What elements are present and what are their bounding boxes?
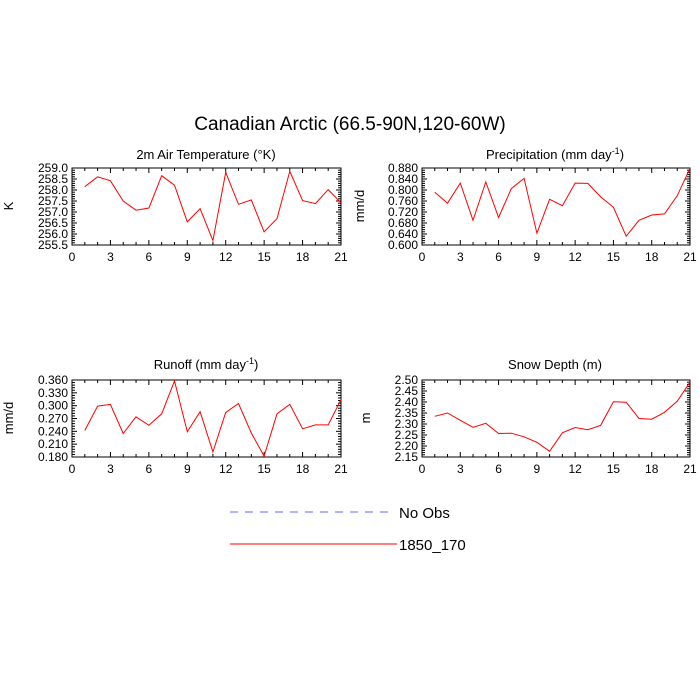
panel-title-unit-close: ) <box>254 357 258 372</box>
plot-frame <box>421 167 691 246</box>
x-tick-label: 9 <box>534 462 541 476</box>
y-axis-label: mm/d <box>352 190 367 223</box>
y-tick-label: 2.20 <box>395 439 419 453</box>
x-tick-label: 15 <box>607 250 621 264</box>
panel-air-temperature: 2m Air Temperature (°K) K 0 3 6 9 12 15 18 21 25… <box>1 147 348 264</box>
panel-title-unit-sup: -1 <box>612 146 620 156</box>
x-tick-label: 18 <box>296 250 310 264</box>
x-tick-label: 0 <box>419 250 426 264</box>
y-tick-label: 0.270 <box>38 412 68 426</box>
x-tick-label: 3 <box>107 250 114 264</box>
y-tick-label: 257.5 <box>38 194 68 208</box>
panel-precipitation: Precipitation (mm day-1) mm/d 0 3 6 9 12 15 18… <box>352 146 697 264</box>
x-tick-label: 3 <box>457 250 464 264</box>
x-tick-label: 3 <box>107 462 114 476</box>
panel-runoff: Runoff (mm day-1) mm/d 0 3 6 9 12 15 18 21 0.180… <box>1 356 348 476</box>
y-tick-label: 0.840 <box>388 172 418 186</box>
series-line-1850_170 <box>84 169 342 243</box>
series-line-1850_170 <box>434 168 691 238</box>
panel-title-unit-close: ) <box>620 147 624 162</box>
panel-title: Snow Depth (m) <box>508 357 602 372</box>
y-tick-label: 2.50 <box>395 373 419 387</box>
x-tick-label: 6 <box>146 250 153 264</box>
series-line-1850_170 <box>84 379 342 458</box>
x-tick-label: 15 <box>607 462 621 476</box>
panel-snow-depth: Snow Depth (m) m 0 3 6 9 12 15 18 21 2.152.202.2… <box>358 357 697 476</box>
panel-title-name: Runoff <box>154 357 192 372</box>
y-tick-label: 0.760 <box>388 194 418 208</box>
legend: No Obs 1850_170 <box>230 505 466 554</box>
series-line-1850_170 <box>434 381 691 453</box>
panel-title-name: Precipitation <box>486 147 558 162</box>
x-tick-label: 12 <box>219 250 233 264</box>
panel-title-name: 2m Air Temperature <box>136 147 249 162</box>
panel-title: Precipitation (mm day-1) <box>486 146 624 162</box>
y-tick-label: 258.0 <box>38 183 68 197</box>
x-tick-label: 18 <box>296 462 310 476</box>
panel-title: Runoff (mm day-1) <box>154 356 259 372</box>
y-tick-label: 0.300 <box>38 399 68 413</box>
panel-title-unit: (mm day <box>195 357 246 372</box>
y-tick-label: 2.15 <box>395 450 419 464</box>
y-tick-label: 0.720 <box>388 205 418 219</box>
legend-label-1850-170: 1850_170 <box>399 537 466 554</box>
y-tick-label: 0.240 <box>38 424 68 438</box>
x-tick-label: 12 <box>568 462 582 476</box>
x-tick-label: 9 <box>184 250 191 264</box>
x-tick-label: 0 <box>69 250 76 264</box>
x-tick-label: 9 <box>534 250 541 264</box>
y-tick-label: 2.30 <box>395 417 419 431</box>
plot-frame <box>71 167 342 246</box>
chart-title: Canadian Arctic (66.5-90N,120-60W) <box>194 114 506 135</box>
y-tick-label: 256.5 <box>38 216 68 230</box>
panel-title-unit: (°K) <box>253 147 276 162</box>
x-tick-label: 15 <box>257 462 271 476</box>
y-tick-label: 0.880 <box>388 161 418 175</box>
plot-frame <box>421 379 691 458</box>
y-tick-label: 255.5 <box>38 238 68 252</box>
x-tick-label: 12 <box>568 250 582 264</box>
legend-label-no-obs: No Obs <box>399 505 450 522</box>
x-tick-label: 0 <box>69 462 76 476</box>
y-tick-label: 2.25 <box>395 428 419 442</box>
x-tick-label: 18 <box>645 250 659 264</box>
panel-title-unit: (mm day <box>561 147 612 162</box>
x-tick-label: 6 <box>495 250 502 264</box>
x-tick-label: 21 <box>334 462 348 476</box>
y-tick-label: 0.360 <box>38 373 68 387</box>
y-tick-label: 258.5 <box>38 172 68 186</box>
x-tick-label: 21 <box>683 250 697 264</box>
y-axis-label: mm/d <box>1 402 16 435</box>
x-tick-label: 12 <box>219 462 233 476</box>
panel-title-unit-sup: -1 <box>246 356 254 366</box>
y-tick-label: 0.330 <box>38 386 68 400</box>
y-tick-label: 0.680 <box>388 216 418 230</box>
y-tick-label: 257.0 <box>38 205 68 219</box>
x-tick-label: 6 <box>146 462 153 476</box>
panel-title: 2m Air Temperature (°K) <box>136 147 275 162</box>
y-axis-label: m <box>358 413 373 424</box>
x-tick-label: 0 <box>419 462 426 476</box>
x-tick-label: 18 <box>645 462 659 476</box>
y-tick-label: 2.35 <box>395 406 419 420</box>
y-tick-label: 0.600 <box>388 238 418 252</box>
x-tick-label: 6 <box>495 462 502 476</box>
y-tick-label: 0.180 <box>38 450 68 464</box>
y-tick-label: 0.800 <box>388 183 418 197</box>
plot-frame <box>71 379 342 458</box>
y-tick-label: 2.40 <box>395 395 419 409</box>
y-axis-label: K <box>1 201 16 210</box>
x-tick-label: 15 <box>257 250 271 264</box>
x-tick-label: 3 <box>457 462 464 476</box>
y-tick-label: 2.45 <box>395 384 419 398</box>
y-tick-label: 256.0 <box>38 227 68 241</box>
x-tick-label: 21 <box>683 462 697 476</box>
y-tick-label: 259.0 <box>38 161 68 175</box>
y-tick-label: 0.640 <box>388 227 418 241</box>
x-tick-label: 9 <box>184 462 191 476</box>
x-tick-label: 21 <box>334 250 348 264</box>
y-tick-label: 0.210 <box>38 437 68 451</box>
